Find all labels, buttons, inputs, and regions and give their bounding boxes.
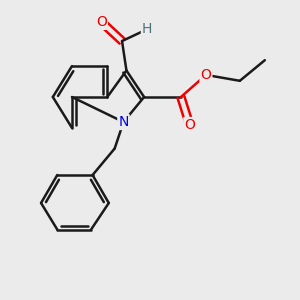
Text: N: N xyxy=(118,115,129,129)
Text: H: H xyxy=(142,22,152,36)
Text: O: O xyxy=(184,118,195,132)
Text: O: O xyxy=(96,15,107,29)
Text: O: O xyxy=(200,68,211,82)
